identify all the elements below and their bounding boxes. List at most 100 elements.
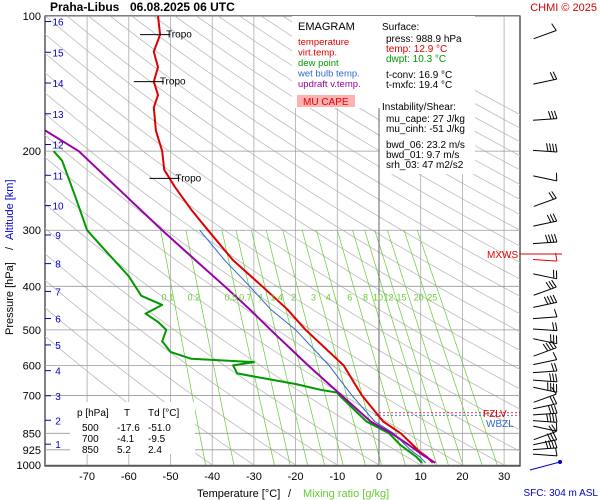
mixing-ratio-label: 25 — [427, 292, 437, 302]
altitude-tick-label: 8 — [55, 260, 61, 271]
station-title: Praha-Libus — [50, 0, 120, 14]
mixing-ratio-line — [250, 230, 308, 466]
xlabel-temperature: Temperature [°C] — [197, 488, 280, 500]
wind-barb-feather — [542, 343, 549, 352]
wind-barb-feather — [551, 23, 557, 31]
altitude-tick-label: 15 — [52, 48, 64, 59]
wind-barb-staff — [533, 386, 557, 393]
wind-barb-staff — [532, 420, 558, 423]
wind-barb-feather — [555, 422, 558, 432]
wind-barb-feather — [543, 296, 549, 305]
mixing-ratio-label: 3 — [311, 292, 316, 302]
altitude-tick-label: 11 — [53, 171, 64, 182]
x-tick-label: -50 — [163, 471, 179, 483]
wind-barb — [533, 382, 558, 393]
legend-item: wet bulb temp. — [297, 69, 360, 80]
dry-adiabat-line — [131, 16, 520, 263]
wind-barb-staff — [533, 175, 557, 182]
mixing-ratio-line — [403, 230, 483, 466]
altitude-tick-label: 4 — [55, 367, 61, 378]
mixing-ratio-label: 0.7 — [239, 292, 252, 302]
surface-tconv: t-conv: 16.9 °C — [386, 70, 452, 81]
mixing-ratio-line — [221, 230, 275, 466]
xlabel-mixing: Mixing ratio [g/kg] — [303, 488, 389, 500]
isobars — [45, 16, 520, 466]
wind-barb-feather — [551, 340, 557, 349]
legend-title: EMAGRAM — [298, 21, 355, 33]
wind-barb-staff — [533, 431, 557, 441]
wind-barb-feather — [546, 413, 549, 422]
wind-barb-feather — [544, 440, 549, 449]
wind-barb-feather — [553, 308, 558, 318]
dry-adiabat-line — [45, 113, 520, 431]
mixing-ratio-line — [160, 230, 206, 466]
table-cell: 700 — [82, 434, 99, 445]
copyright-label: CHMI © 2025 — [530, 2, 597, 14]
table-cell: -9.5 — [148, 434, 166, 445]
y-tick-label: 300 — [23, 225, 41, 237]
wind-barb-feather — [552, 373, 555, 382]
wind-barb-feather — [547, 234, 552, 243]
legend-box — [292, 16, 380, 108]
wind-barb-feather — [551, 279, 557, 288]
wind-barb-staff — [533, 301, 557, 308]
wind-barb-feather — [548, 192, 554, 200]
info-panel-box — [380, 16, 475, 174]
wind-barb-feather — [547, 111, 552, 120]
wind-barb-feather — [550, 234, 555, 243]
ylabel-altitude: Altitude [km] — [4, 179, 16, 240]
wind-barb-feather — [550, 405, 555, 414]
dry-adiabat-line — [66, 16, 520, 315]
wind-barb-feather — [555, 270, 558, 279]
wind-barb-staff — [532, 412, 558, 416]
wind-barb-feather — [552, 294, 558, 303]
level-table: p [hPa] T Td [°C] 500 -17.6 -51.0 700 -4.1 -9.5 8… — [77, 408, 179, 456]
sfc-label: SFC: 304 m ASL — [524, 488, 599, 499]
wind-barb-feather — [550, 440, 555, 449]
wind-barb-feather — [546, 143, 549, 152]
wind-barb-staff — [533, 197, 557, 207]
wind-barb-feather — [550, 382, 552, 392]
legend-item: temperature — [298, 37, 349, 48]
instability-bwd01: bwd_01: 9.7 m/s — [386, 150, 459, 161]
wind-barb-staff — [533, 30, 557, 40]
wind-barb-staff — [533, 359, 557, 366]
table-header: Td [°C] — [148, 408, 179, 419]
wind-barb-feather — [547, 405, 552, 414]
table-cell: 2.4 — [148, 445, 162, 456]
wind-barb-feather — [549, 413, 552, 422]
wind-barb-feather — [551, 386, 557, 395]
wind-barb-feather — [549, 72, 555, 80]
wind-barb-feather — [545, 281, 552, 290]
wind-barb-feather — [550, 110, 555, 119]
wind-barb-feather — [544, 234, 549, 243]
temperature-ticks: -70 -60 -50 -40 -30 -20 -10 0 10 20 30 — [79, 471, 510, 483]
wind-barb-feather — [553, 110, 558, 119]
y-tick-label: 200 — [23, 146, 41, 158]
mu-cape-badge — [297, 95, 355, 107]
altitude-tick-label: 2 — [55, 416, 61, 427]
wind-barbs — [529, 23, 562, 471]
wind-barb-feather — [552, 351, 558, 360]
mixing-ratio-line — [416, 230, 498, 466]
wind-barb-feather — [552, 322, 555, 331]
table-cell: -4.1 — [117, 434, 135, 445]
mixing-ratio-line — [235, 230, 291, 466]
wind-barb-staff — [533, 273, 557, 280]
altitude-tick-label: 3 — [55, 392, 61, 403]
mixing-ratio-line — [301, 230, 366, 466]
dry-adiabat-line — [45, 52, 520, 370]
altitude-tick-label: 14 — [52, 79, 64, 90]
mixing-ratio-label: 0.5 — [225, 292, 238, 302]
altitude-tick-label: 10 — [52, 202, 64, 213]
wind-barb-staff — [533, 439, 557, 446]
wind-barb-feather — [553, 233, 558, 243]
tropopause-label: Tropo — [160, 77, 186, 88]
wind-barb-staff — [533, 286, 557, 296]
legend-item: dew point — [298, 58, 339, 69]
y-tick-label: 500 — [23, 325, 41, 337]
wind-barb-staff — [532, 149, 558, 153]
mixing-ratio-line — [185, 230, 235, 466]
